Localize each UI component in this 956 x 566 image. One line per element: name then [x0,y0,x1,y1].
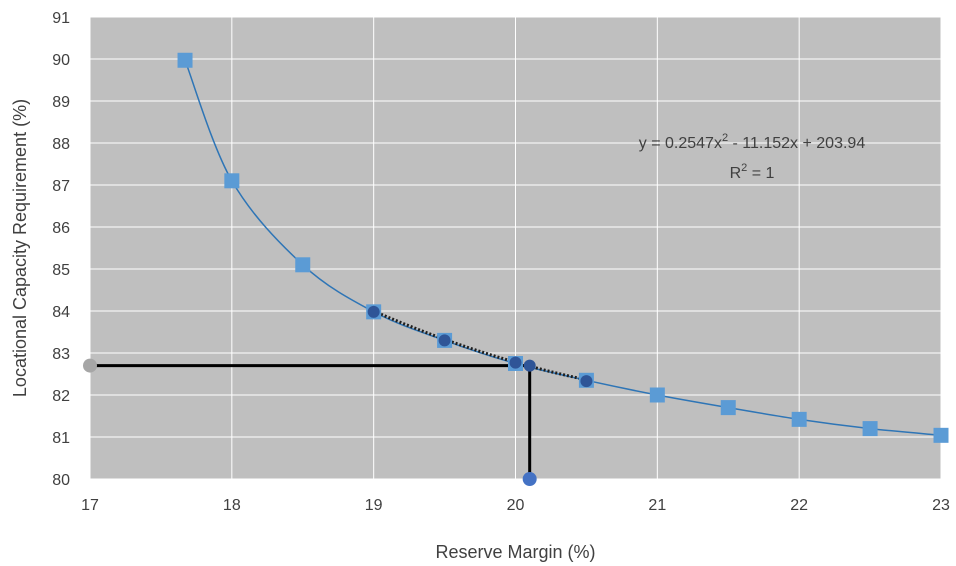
y-axis-title: Locational Capacity Requirement (%) [10,99,30,397]
y-tick-label: 91 [52,10,70,27]
y-tick-label: 86 [52,220,70,237]
y-tick-label: 81 [52,430,70,447]
square-marker [177,52,193,68]
y-tick-label: 85 [52,262,70,279]
square-marker [295,257,311,273]
data-markers [83,52,949,486]
circle-marker [438,334,451,347]
x-tick-label: 18 [223,497,241,514]
x-axis-title: Reserve Margin (%) [435,542,595,562]
x-tick-label: 21 [648,497,666,514]
y-tick-label: 82 [52,388,70,405]
r-squared-suffix: = 1 [747,165,774,182]
x-axis-ticks: 17 18 19 20 21 22 23 [81,497,950,514]
gridlines [89,16,942,480]
y-tick-label: 90 [52,52,70,69]
guide-lines [90,364,532,479]
y-axis-ticks: 80 81 82 83 84 85 86 87 88 89 90 91 [52,10,70,489]
x-axis-reference-point [522,472,537,486]
r-squared-label: R2 = 1 [730,162,775,182]
x-tick-label: 19 [365,497,383,514]
trendline-equation: y = 0.2547x2 - 11.152x + 203.94 [639,132,866,152]
y-tick-label: 80 [52,472,70,489]
circle-marker [509,356,522,369]
circle-marker [523,359,536,372]
equation-suffix: - 11.152x + 203.94 [728,135,865,152]
y-tick-label: 89 [52,94,70,111]
r-squared-prefix: R [730,165,742,182]
square-marker [791,411,807,427]
x-tick-label: 17 [81,497,99,514]
r-squared-exponent: 2 [741,162,747,174]
x-tick-label: 20 [507,497,525,514]
y-tick-label: 87 [52,178,70,195]
square-marker [933,427,949,443]
x-tick-label: 22 [790,497,808,514]
y-tick-label: 88 [52,136,70,153]
quadratic-trendline [373,309,587,382]
equation-exponent: 2 [722,132,728,144]
y-tick-label: 84 [52,304,70,321]
square-marker [224,173,240,189]
circle-marker [367,305,380,318]
y-axis-reference-point [83,358,97,373]
x-tick-label: 23 [932,497,950,514]
equation-prefix: y = 0.2547x [639,135,722,152]
square-marker [720,400,736,416]
square-marker [649,387,665,403]
y-tick-label: 83 [52,346,70,363]
square-marker [862,421,878,437]
circle-marker [580,375,593,388]
